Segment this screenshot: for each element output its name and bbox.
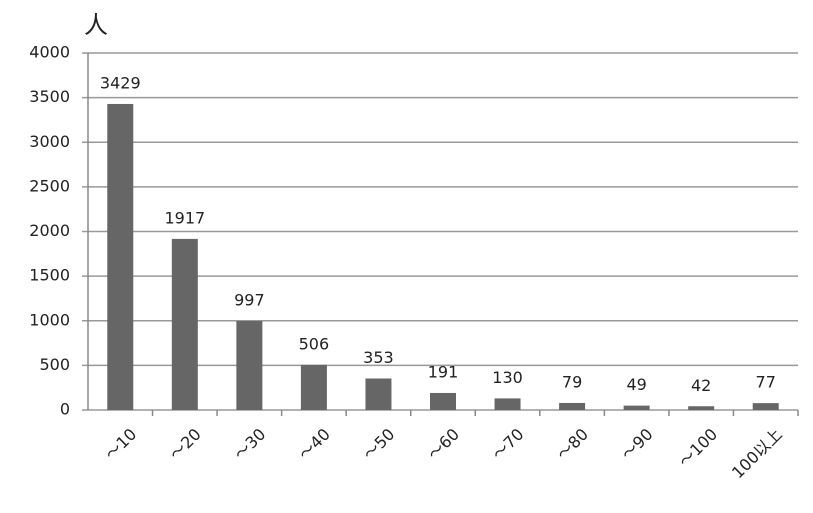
x-tick-label: ～40 [295,425,334,464]
bar [171,238,198,410]
y-axis-label: 人 [84,11,108,39]
y-tick-label: 3500 [29,87,70,106]
bar [688,406,715,410]
x-tick-label: ～80 [553,425,592,464]
data-label: 353 [363,348,394,367]
data-label: 49 [626,375,646,394]
bar [430,392,456,410]
y-tick-label: 0 [60,400,70,419]
bar [365,378,392,410]
x-tick-label: ～60 [424,425,463,464]
data-label: 77 [756,373,776,392]
data-label: 191 [428,362,459,381]
x-tick-label: ～100 [675,425,721,471]
y-tick-label: 2000 [29,221,70,240]
y-tick-label: 4000 [29,43,70,62]
y-tick-label: 1000 [29,310,70,329]
bar [236,321,263,410]
y-tick-label: 1500 [29,266,70,285]
x-tick-label: ～30 [230,425,269,464]
bar [752,403,779,410]
data-label: 130 [492,368,523,387]
x-tick-label: 100以上 [728,425,786,483]
data-label: 3429 [100,73,141,92]
bar [300,364,327,410]
x-tick-label: ～20 [166,425,205,464]
x-tick-label: ～90 [617,425,656,464]
x-tick-label: ～10 [101,425,140,464]
bar [107,103,134,411]
data-label: 997 [234,291,265,310]
data-label: 42 [691,376,711,395]
data-label: 506 [299,334,330,353]
y-tick-label: 2500 [29,176,70,195]
y-tick-label: 500 [39,355,70,374]
x-tick-label: ～70 [488,425,527,464]
data-label: 79 [562,372,582,391]
bar [559,402,586,410]
y-tick-label: 3000 [29,132,70,151]
x-tick-label: ～50 [359,425,398,464]
bar [494,398,521,410]
bar [623,405,650,410]
data-label: 1917 [164,208,205,227]
